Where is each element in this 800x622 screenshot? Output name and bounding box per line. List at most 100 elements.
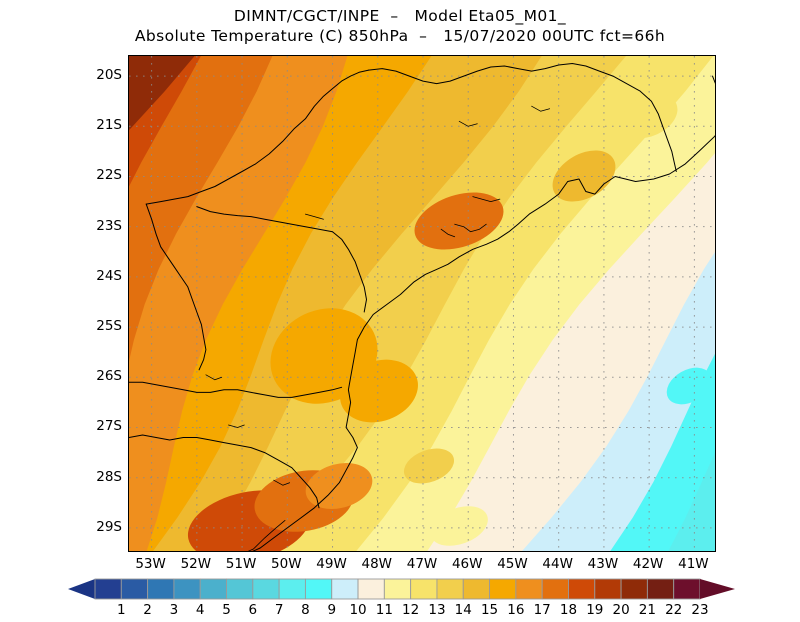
temp-blob-18 — [414, 192, 504, 250]
colorbar-cell-0 — [94, 578, 122, 600]
longitude-tick-41W: 41W — [678, 556, 709, 572]
latitude-tick-27S: 27S — [96, 418, 122, 435]
longitude-tick-49W: 49W — [316, 556, 347, 572]
colorbar-cell-7 — [278, 578, 306, 600]
colorbar-label-13: 13 — [428, 602, 446, 618]
colorbar: 1 2 3 4 5 6 7 8 9 10 11 12 13 14 15 16 17 18 19 20 21 22 23 — [0, 576, 800, 618]
longitude-tick-42W: 42W — [632, 556, 664, 572]
colorbar-under-arrow — [68, 579, 95, 599]
longitude-tick-52W: 52W — [180, 556, 212, 572]
temp-blob-17 — [305, 462, 373, 510]
river-trace-b — [472, 196, 501, 202]
longitude-tick-44W: 44W — [542, 556, 573, 572]
border-parana-sc — [129, 381, 343, 398]
latitude-tick-23S: 23S — [96, 217, 122, 234]
colorbar-label-17: 17 — [533, 602, 551, 618]
colorbar-label-1: 1 — [117, 602, 126, 618]
colorbar-label-16: 16 — [507, 602, 525, 618]
chart-title-line-1: DIMNT/CGCT/INPE – Model Eta05_M01_ — [233, 7, 567, 25]
chart-title-line-2: Absolute Temperature (C) 850hPa – 15/07/… — [134, 27, 666, 45]
border-sao-paulo-north — [145, 69, 370, 205]
longitude-tick-47W: 47W — [406, 556, 438, 572]
map-plot-area — [128, 55, 716, 552]
river-trace-h — [228, 424, 245, 428]
colorbar-cell-2 — [147, 578, 175, 600]
temp-blob-9 — [666, 367, 712, 405]
colorbar-label-21: 21 — [638, 602, 656, 618]
latitude-tick-21S: 21S — [96, 117, 122, 134]
colorbar-cell-12 — [410, 578, 438, 600]
border-sao-paulo-parana — [196, 206, 367, 313]
colorbar-label-8: 8 — [301, 602, 310, 618]
colorbar-cell-20 — [620, 578, 648, 600]
colorbar-tick-labels: 1 2 3 4 5 6 7 8 9 10 11 12 13 14 15 16 17 18 19 20 21 22 23 — [0, 602, 800, 622]
temp-blob-12 — [430, 506, 488, 546]
colorbar-label-23: 23 — [691, 602, 709, 618]
colorbar-cell-9 — [331, 578, 359, 600]
border-parana-river — [145, 203, 207, 371]
colorbar-label-5: 5 — [222, 602, 231, 618]
latitude-axis: 20S 21S 22S 23S 24S 25S 26S 27S 28S 29S — [74, 0, 122, 618]
river-trace-c — [440, 228, 456, 238]
river-trace-g — [273, 479, 290, 486]
colorbar-cell-19 — [594, 578, 622, 600]
colorbar-label-9: 9 — [327, 602, 337, 618]
colorbar-cell-5 — [226, 578, 254, 600]
temperature-field-svg — [129, 56, 715, 551]
colorbar-label-18: 18 — [559, 602, 578, 618]
longitude-tick-51W: 51W — [225, 556, 257, 572]
colorbar-label-11: 11 — [375, 602, 393, 618]
colorbar-cell-22 — [673, 578, 701, 600]
colorbar-cell-18 — [568, 578, 596, 600]
colorbar-label-19: 19 — [586, 602, 604, 618]
latitude-tick-28S: 28S — [96, 468, 122, 485]
border-sc-rs — [129, 434, 320, 509]
temp-blob-14 — [403, 448, 455, 484]
longitude-tick-45W: 45W — [497, 556, 528, 572]
longitude-tick-46W: 46W — [451, 556, 483, 572]
colorbar-cell-11 — [383, 578, 412, 600]
colorbar-cell-3 — [173, 578, 201, 600]
river-trace-f — [305, 213, 324, 220]
colorbar-cell-21 — [646, 578, 675, 600]
latitude-tick-26S: 26S — [96, 368, 122, 385]
colorbar-cell-1 — [120, 578, 149, 600]
colorbar-cell-15 — [489, 578, 517, 600]
latitude-tick-29S: 29S — [96, 518, 122, 535]
colorbar-label-2: 2 — [143, 602, 152, 618]
colorbar-label-14: 14 — [454, 602, 472, 618]
latitude-tick-22S: 22S — [96, 167, 122, 184]
colorbar-label-20: 20 — [612, 602, 630, 618]
colorbar-cell-8 — [304, 578, 333, 600]
longitude-tick-50W: 50W — [271, 556, 302, 572]
temp-band-18 — [129, 56, 273, 551]
latitude-tick-25S: 25S — [96, 318, 122, 335]
temp-band-21 — [129, 56, 195, 551]
colorbar-cell-4 — [199, 578, 227, 600]
border-minas-gerais — [368, 63, 677, 172]
inland-water — [247, 520, 286, 551]
colorbar-over-arrow — [700, 579, 735, 599]
latitude-tick-24S: 24S — [96, 267, 122, 284]
longitude-tick-48W: 48W — [361, 556, 393, 572]
longitude-tick-43W: 43W — [587, 556, 619, 572]
colorbar-label-15: 15 — [480, 602, 499, 618]
colorbar-label-4: 4 — [195, 602, 205, 618]
colorbar-label-7: 7 — [274, 602, 284, 618]
colorbar-label-10: 10 — [349, 602, 367, 618]
colorbar-cell-6 — [252, 578, 280, 600]
colorbar-label-22: 22 — [665, 602, 683, 618]
river-trace-a — [454, 223, 487, 233]
colorbar-cell-14 — [462, 578, 491, 600]
colorbar-label-3: 3 — [169, 602, 179, 618]
colorbar-cell-17 — [541, 578, 569, 600]
river-trace-i — [205, 374, 223, 381]
colorbar-cell-16 — [515, 578, 543, 600]
colorbar-label-6: 6 — [248, 602, 258, 618]
chart-title-block: DIMNT/CGCT/INPE – Model Eta05_M01_ Absol… — [0, 6, 800, 46]
longitude-tick-53W: 53W — [135, 556, 166, 572]
colorbar-swatches — [68, 578, 735, 600]
river-trace-d — [531, 105, 550, 112]
colorbar-cell-10 — [357, 578, 385, 600]
